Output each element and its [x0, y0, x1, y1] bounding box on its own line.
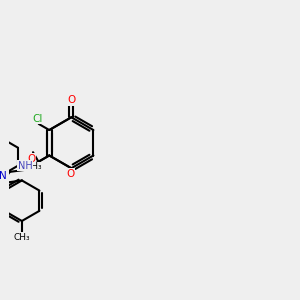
Text: O: O: [27, 154, 35, 164]
Text: CH₃: CH₃: [25, 162, 42, 171]
Text: O: O: [66, 169, 75, 179]
Text: CH₃: CH₃: [14, 233, 30, 242]
Text: NH: NH: [18, 160, 32, 171]
Text: Cl: Cl: [33, 114, 43, 124]
Text: O: O: [67, 95, 76, 106]
Text: N: N: [0, 171, 7, 181]
